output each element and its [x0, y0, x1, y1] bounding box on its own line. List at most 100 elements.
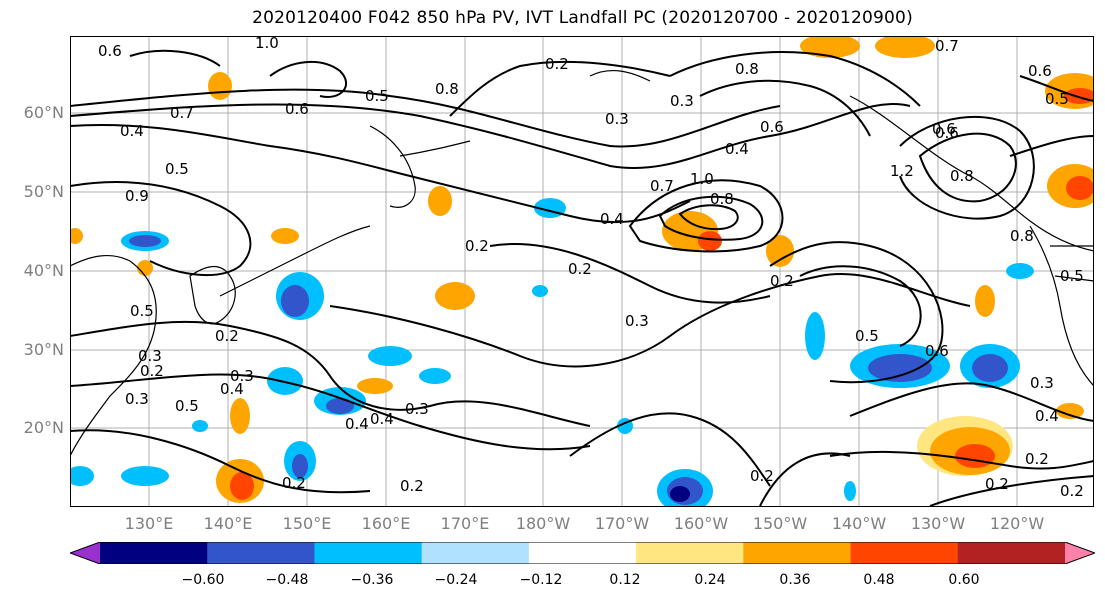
contour-label: 0.2 — [215, 327, 239, 345]
colorbar-tick-label: −0.24 — [434, 572, 478, 588]
contour-label: 0.6 — [935, 124, 959, 142]
map-panel: 0.6 1.0 0.7 0.5 0.6 0.8 0.2 0.3 0.8 0.4 … — [70, 36, 1094, 507]
contour-label: 0.4 — [120, 122, 144, 140]
colorbar-tick-label: 0.12 — [609, 572, 641, 588]
contour-label: 0.2 — [568, 260, 592, 278]
contour-lines — [70, 49, 1094, 507]
lon-label: 170°W — [594, 514, 650, 533]
contour-label: 0.6 — [760, 118, 784, 136]
contour-label: 0.3 — [138, 347, 162, 365]
contour-label: 0.3 — [230, 367, 254, 385]
contour-label: 0.6 — [932, 120, 956, 138]
colorbar-segment — [850, 542, 959, 564]
lon-label: 150°W — [752, 514, 808, 533]
contour-label: 0.8 — [950, 167, 974, 185]
colorbar-tick-label: 0.60 — [948, 572, 980, 588]
contour-label: 0.5 — [1045, 90, 1069, 108]
colorbar-segment — [421, 542, 530, 564]
contour-label: 0.2 — [770, 272, 794, 290]
contour-label: 0.3 — [405, 400, 429, 418]
contour-label: 0.6 — [98, 42, 122, 60]
contour-label: 0.3 — [605, 110, 629, 128]
colorbar-tick-label: 0.36 — [779, 572, 811, 588]
contour-label: 0.6 — [925, 342, 949, 360]
graticule — [70, 36, 1094, 507]
contour-label: 0.2 — [140, 362, 164, 380]
colorbar-segment — [743, 542, 852, 564]
lon-label: 140°E — [203, 514, 253, 533]
contour-label: 0.3 — [1030, 374, 1054, 392]
lat-label: 60°N — [23, 103, 64, 122]
contour-label: 1.0 — [690, 170, 714, 188]
colorbar-extend-high — [1065, 542, 1095, 564]
contour-label: 0.2 — [750, 467, 774, 485]
contour-label: 0.5 — [175, 397, 199, 415]
chart-title: 2020120400 F042 850 hPa PV, IVT Landfall… — [252, 8, 913, 28]
lat-label: 40°N — [23, 261, 64, 280]
contour-label: 0.4 — [370, 410, 394, 428]
lon-label: 180°W — [515, 514, 571, 533]
colorbar-extend-low — [70, 542, 100, 564]
contour-label: 0.2 — [400, 477, 424, 495]
lon-label: 140°W — [831, 514, 887, 533]
coastlines — [70, 70, 1094, 457]
positive-shading — [70, 36, 1094, 503]
contour-label: 0.2 — [465, 237, 489, 255]
contour-value-labels: 0.6 1.0 0.7 0.5 0.6 0.8 0.2 0.3 0.8 0.4 … — [98, 36, 1084, 500]
contour-label: 0.5 — [855, 327, 879, 345]
lon-label: 130°E — [124, 514, 174, 533]
colorbar-segment — [314, 542, 423, 564]
lat-label: 20°N — [23, 418, 64, 437]
contour-label: 0.2 — [985, 475, 1009, 493]
colorbar-tick-label: 0.48 — [863, 572, 895, 588]
lon-label: 160°E — [361, 514, 411, 533]
contour-label: 0.8 — [710, 190, 734, 208]
contour-label: 1.2 — [890, 162, 914, 180]
lon-label: 170°E — [440, 514, 490, 533]
contour-label: 0.7 — [650, 177, 674, 195]
contour-label: 0.5 — [1060, 267, 1084, 285]
colorbar-tick-label: −0.12 — [519, 572, 563, 588]
contour-label: 0.7 — [170, 104, 194, 122]
colorbar-segment — [100, 542, 208, 564]
lon-label: 150°E — [282, 514, 332, 533]
lat-label: 50°N — [23, 182, 64, 201]
contour-label: 0.6 — [285, 100, 309, 118]
colorbar-segment — [528, 542, 637, 564]
colorbar-tick-label: 0.24 — [694, 572, 726, 588]
contour-label: 0.5 — [165, 160, 189, 178]
contour-label: 0.3 — [125, 390, 149, 408]
contour-label: 0.2 — [1025, 450, 1049, 468]
lon-label: 160°W — [673, 514, 729, 533]
lat-label: 30°N — [23, 340, 64, 359]
contour-label: 0.2 — [545, 55, 569, 73]
contour-label: 0.4 — [725, 140, 749, 158]
lon-label: 130°W — [910, 514, 966, 533]
contour-label: 0.3 — [625, 312, 649, 330]
contour-label: 0.2 — [282, 474, 306, 492]
contour-label: 0.2 — [1060, 482, 1084, 500]
colorbar-segment — [636, 542, 744, 564]
colorbar-tick-label: −0.60 — [181, 572, 225, 588]
colorbar-tick-label: −0.48 — [265, 572, 309, 588]
colorbar-segment — [957, 542, 1066, 564]
contour-label: 0.7 — [935, 37, 959, 55]
colorbar-segment — [207, 542, 315, 564]
contour-label: 0.8 — [735, 60, 759, 78]
contour-label: 0.6 — [1028, 62, 1052, 80]
colorbar-tick-label: −0.36 — [350, 572, 394, 588]
contour-label: 0.8 — [1010, 227, 1034, 245]
contour-label: 0.8 — [435, 80, 459, 98]
lon-label: 120°W — [989, 514, 1045, 533]
contour-label: 0.5 — [130, 302, 154, 320]
contour-label: 0.3 — [670, 92, 694, 110]
contour-label: 0.4 — [1035, 407, 1059, 425]
colorbar — [70, 542, 1095, 564]
contour-label: 0.4 — [600, 210, 624, 228]
contour-label: 1.0 — [255, 36, 279, 52]
contour-label: 0.4 — [220, 380, 244, 398]
negative-shading — [70, 198, 1034, 507]
contour-label: 0.5 — [365, 87, 389, 105]
contour-label: 0.9 — [125, 187, 149, 205]
contour-label: 0.4 — [345, 415, 369, 433]
